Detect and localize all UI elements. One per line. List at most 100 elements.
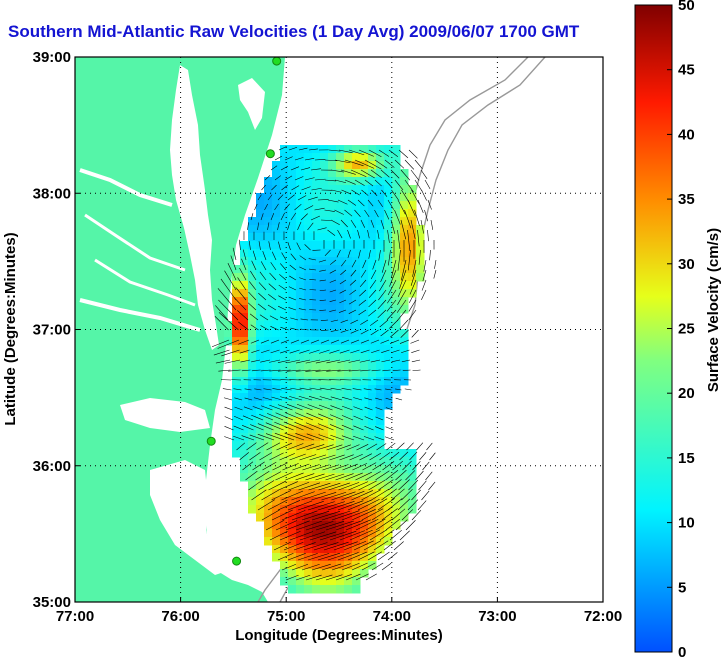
- velocity-vector: [387, 199, 394, 210]
- velocity-vector: [389, 529, 402, 541]
- velocity-vector: [299, 277, 307, 281]
- velocity-cell: [296, 249, 305, 258]
- velocity-vector: [367, 229, 370, 239]
- velocity-cell: [232, 345, 241, 354]
- velocity-cell: [352, 353, 361, 362]
- velocity-vector: [287, 500, 313, 511]
- velocity-vector: [364, 159, 382, 170]
- velocity-cell: [320, 345, 329, 354]
- velocity-cell: [376, 545, 385, 554]
- velocity-vector: [298, 482, 321, 491]
- colorbar-tick-label: 0: [678, 644, 686, 659]
- velocity-cell: [344, 321, 353, 330]
- velocity-cell: [304, 585, 313, 594]
- velocity-cell: [384, 505, 393, 514]
- velocity-vector: [357, 498, 380, 511]
- velocity-cell: [408, 481, 417, 490]
- velocity-vector: [265, 422, 284, 431]
- velocity-vector: [278, 305, 287, 311]
- velocity-vector: [236, 442, 246, 451]
- velocity-vector: [360, 219, 366, 228]
- velocity-vector: [429, 249, 431, 261]
- velocity-vector: [281, 510, 306, 521]
- velocity-vector: [289, 264, 297, 271]
- velocity-vector: [414, 209, 420, 226]
- velocity-cell: [376, 329, 385, 338]
- velocity-cell: [360, 369, 369, 378]
- velocity-vector: [279, 530, 301, 541]
- velocity-cell: [408, 217, 417, 226]
- velocity-vector: [274, 203, 279, 211]
- velocity-vector: [326, 359, 341, 364]
- velocity-vector: [360, 329, 369, 335]
- velocity-vector: [429, 452, 436, 461]
- velocity-vector: [238, 339, 250, 345]
- velocity-vector: [384, 159, 395, 168]
- velocity-vector: [270, 349, 280, 354]
- velocity-cell: [248, 385, 257, 394]
- velocity-vector: [386, 299, 397, 312]
- velocity-cell: [256, 377, 265, 386]
- velocity-cell: [312, 361, 321, 370]
- velocity-vector: [396, 309, 407, 322]
- velocity-cell: [336, 217, 345, 226]
- velocity-vector: [412, 461, 421, 471]
- velocity-vector: [291, 563, 309, 571]
- velocity-cell: [360, 377, 369, 386]
- velocity-cell: [368, 353, 377, 362]
- velocity-cell: [344, 473, 353, 482]
- velocity-cell: [280, 313, 289, 322]
- velocity-vector: [330, 405, 343, 411]
- velocity-vector: [337, 229, 343, 239]
- velocity-cell: [296, 265, 305, 274]
- velocity-cell: [296, 177, 305, 186]
- velocity-cell: [280, 225, 289, 234]
- velocity-cell: [304, 161, 313, 170]
- velocity-vector: [289, 275, 297, 281]
- velocity-cell: [280, 513, 289, 522]
- velocity-vector: [390, 169, 400, 179]
- velocity-cell: [232, 393, 241, 402]
- velocity-vector: [291, 510, 318, 521]
- velocity-vector: [374, 209, 379, 218]
- velocity-cell: [360, 177, 369, 186]
- velocity-vector: [400, 219, 407, 240]
- velocity-vector: [314, 207, 325, 211]
- velocity-vector: [252, 250, 257, 261]
- velocity-cell: [280, 481, 289, 490]
- velocity-cell: [400, 273, 409, 282]
- velocity-vector: [360, 269, 367, 278]
- velocity-cell: [336, 193, 345, 202]
- velocity-vector: [400, 259, 407, 281]
- velocity-cell: [248, 449, 257, 458]
- velocity-vector: [258, 480, 275, 491]
- velocity-vector: [321, 510, 351, 521]
- velocity-cell: [336, 449, 345, 458]
- velocity-cell: [280, 361, 289, 370]
- velocity-vector: [280, 326, 289, 331]
- velocity-cell: [368, 265, 377, 274]
- velocity-vector: [422, 269, 427, 282]
- velocity-vector: [397, 249, 401, 271]
- velocity-vector: [397, 289, 407, 305]
- velocity-vector: [377, 199, 383, 207]
- velocity-cell: [368, 209, 377, 218]
- velocity-cell: [296, 441, 305, 450]
- velocity-cell: [288, 257, 297, 266]
- velocity-cell: [304, 393, 313, 402]
- x-axis-ticks: 77:00 76:00 75:00 74:00 73:00 72:00: [56, 597, 622, 625]
- velocity-cell: [256, 505, 265, 514]
- velocity-vector: [318, 259, 327, 263]
- velocity-vector: [421, 279, 427, 291]
- velocity-cell: [296, 489, 305, 498]
- velocity-cell: [240, 289, 249, 298]
- velocity-vector: [363, 540, 382, 551]
- velocity-vector: [284, 412, 304, 421]
- velocity-vector: [296, 403, 313, 411]
- velocity-cell: [312, 473, 321, 482]
- velocity-cell: [384, 513, 393, 522]
- velocity-cell: [312, 353, 321, 362]
- velocity-cell: [328, 537, 337, 546]
- velocity-cell: [264, 425, 273, 434]
